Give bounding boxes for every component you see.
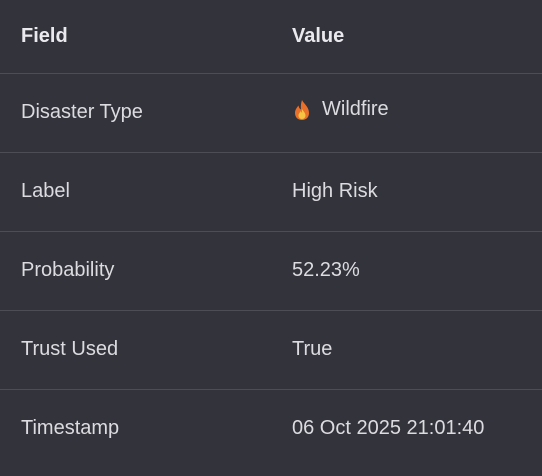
value-column-header: Value — [271, 0, 542, 74]
field-cell-label: Label — [0, 152, 271, 232]
table-row: Timestamp 06 Oct 2025 21:01:40 — [0, 389, 542, 468]
fire-icon — [292, 99, 312, 121]
table-body: Disaster Type Wildfire Label High Risk P… — [0, 73, 542, 468]
value-cell-label: High Risk — [271, 152, 542, 232]
field-column-header: Field — [0, 0, 271, 74]
value-cell-probability: 52.23% — [271, 231, 542, 311]
table-row: Probability 52.23% — [0, 231, 542, 311]
table-header: Field Value — [0, 0, 542, 74]
table-row: Label High Risk — [0, 152, 542, 232]
header-row: Field Value — [0, 0, 542, 74]
table-row: Disaster Type Wildfire — [0, 73, 542, 153]
disaster-type-text: Wildfire — [322, 98, 389, 121]
disaster-type-value: Wildfire — [292, 98, 389, 121]
field-cell-timestamp: Timestamp — [21, 417, 120, 440]
field-cell-disaster-type: Disaster Type — [0, 73, 271, 153]
field-cell-trust-used: Trust Used — [0, 310, 271, 390]
value-cell-timestamp: 06 Oct 2025 21:01:40 — [292, 417, 485, 440]
field-cell-probability: Probability — [0, 231, 271, 311]
table-row: Trust Used True — [0, 310, 542, 390]
value-cell-trust-used: True — [271, 310, 542, 390]
value-cell-disaster-type: Wildfire — [271, 73, 542, 153]
